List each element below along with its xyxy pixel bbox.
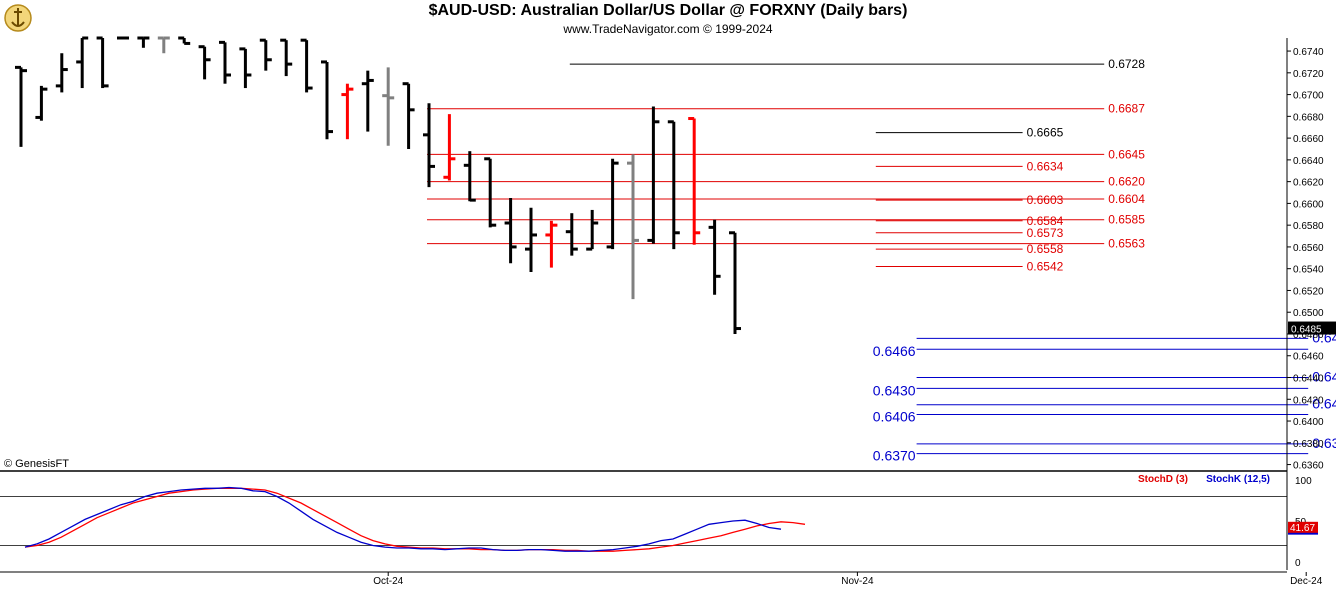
stoch-d-tag <box>1288 521 1318 533</box>
last-price-tag <box>1288 321 1336 335</box>
price-tick-label: 0.6660 <box>1293 134 1324 145</box>
price-tick-label: 0.6580 <box>1293 221 1324 232</box>
stoch-line-red <box>24 487 806 552</box>
price-tick-label: 0.6640 <box>1293 156 1324 167</box>
price-tick-label: 0.6460 <box>1293 352 1324 363</box>
price-tick-label: 0.6740 <box>1293 47 1324 58</box>
level-label-0.6573: 0.6573 <box>1027 226 1064 240</box>
ohlc-bar <box>484 157 497 228</box>
last-price-label: 0.6485 <box>1291 325 1322 336</box>
ohlc-bar <box>15 65 27 147</box>
price-panel: 0.6728 0.6687 0.6665 0.6645 0.6634 0.6620 0.66… <box>0 36 1336 472</box>
ohlc-bar <box>606 158 619 250</box>
level-label-0.6620: 0.6620 <box>1108 175 1145 189</box>
ohlc-bar <box>219 40 231 84</box>
ohlc-bar <box>586 209 599 251</box>
stoch-tick-label: 0 <box>1295 558 1301 569</box>
level-label-0.6585: 0.6585 <box>1108 213 1145 227</box>
price-tick-label: 0.6720 <box>1293 69 1324 80</box>
ohlc-bar <box>627 154 639 300</box>
price-tick-label: 0.6440 <box>1293 374 1324 385</box>
ohlc-bar <box>382 67 395 146</box>
price-tick-label: 0.6520 <box>1293 286 1324 297</box>
price-tick-label: 0.6500 <box>1293 308 1324 319</box>
ohlc-bar <box>341 83 354 140</box>
ohlc-bar <box>157 36 170 54</box>
price-tick-label: 0.6700 <box>1293 91 1324 102</box>
ohlc-bar <box>35 85 48 121</box>
price-tick-label: 0.6620 <box>1293 178 1324 189</box>
legend-stoch-d: StochD (3) <box>1138 474 1188 485</box>
ohlc-bar <box>443 114 456 181</box>
price-tick-label: 0.6400 <box>1293 417 1324 428</box>
ohlc-bar <box>55 53 68 93</box>
ohlc-bar <box>137 36 150 48</box>
level-label-0.6603: 0.6603 <box>1027 193 1064 207</box>
level-label-0.6379: 0.6379 <box>1312 435 1336 451</box>
chart-title: $AUD-USD: Australian Dollar/US Dollar @ … <box>428 2 908 19</box>
genesis-credit: © GenesisFT <box>4 458 69 470</box>
price-tick-label: 0.6560 <box>1293 243 1324 254</box>
x-tick-label: Dec-24 <box>1290 576 1323 587</box>
ohlc-bar <box>667 120 680 250</box>
level-label-0.6665: 0.6665 <box>1027 126 1064 140</box>
ohlc-bar <box>688 117 701 245</box>
level-label-0.6728: 0.6728 <box>1108 57 1145 71</box>
legend-stoch-k: StochK (12,5) <box>1206 474 1270 485</box>
ohlc-bar <box>259 38 272 71</box>
ohlc-bar <box>76 36 89 89</box>
ohlc-bar <box>361 70 374 132</box>
axes: 0.6740 0.6720 0.6700 0.6680 0.6660 0.6640 0.66… <box>0 38 1336 587</box>
ohlc-bar <box>647 106 660 244</box>
ohlc-bar <box>708 219 721 295</box>
level-label-0.6584: 0.6584 <box>1027 214 1064 228</box>
stoch-line-blue <box>24 486 782 552</box>
price-tick-label: 0.6540 <box>1293 265 1324 276</box>
ohlc-bar <box>280 38 293 77</box>
chart-subtitle: www.TradeNavigator.com © 1999-2024 <box>563 22 773 36</box>
ohlc-bar <box>239 47 252 89</box>
stochastic-panel: StochD (3) StochK (12,5) <box>0 474 1287 552</box>
price-tick-label: 0.6360 <box>1293 461 1324 472</box>
level-label-0.6558: 0.6558 <box>1027 242 1064 256</box>
ohlc-bar <box>463 151 476 202</box>
level-label-0.6604: 0.6604 <box>1108 192 1145 206</box>
price-tick-label: 0.6420 <box>1293 395 1324 406</box>
level-label-0.6542: 0.6542 <box>1027 260 1064 274</box>
level-label-0.6406: 0.6406 <box>873 409 916 425</box>
level-label-0.6440: 0.6440 <box>1312 369 1336 385</box>
ohlc-bar <box>504 197 517 264</box>
level-label-0.6370: 0.6370 <box>873 448 916 464</box>
price-tick-label: 0.6600 <box>1293 199 1324 210</box>
price-tick-label: 0.6380 <box>1293 439 1324 450</box>
trade-navigator-logo-icon <box>4 4 32 32</box>
ohlc-bar <box>198 45 211 80</box>
stoch-d-value: 41.67 <box>1290 523 1315 534</box>
ohlc-bar <box>178 36 191 45</box>
ohlc-bar <box>545 220 558 268</box>
x-tick-label: Oct-24 <box>373 576 403 587</box>
ohlc-bar <box>729 231 741 334</box>
x-tick-label: Nov-24 <box>841 576 874 587</box>
stoch-tick-label: 100 <box>1295 476 1312 487</box>
level-label-0.6430: 0.6430 <box>873 382 916 398</box>
price-tick-label: 0.6680 <box>1293 112 1324 123</box>
level-label-0.6634: 0.6634 <box>1027 159 1064 173</box>
ohlc-bar <box>300 38 313 93</box>
level-label-0.6466: 0.6466 <box>873 343 916 359</box>
level-label-0.6645: 0.6645 <box>1108 147 1145 161</box>
ohlc-bar <box>321 60 333 140</box>
ohlc-bar <box>565 213 578 256</box>
level-label-0.6415: 0.6415 <box>1312 396 1336 412</box>
ohlc-bar <box>402 82 415 149</box>
ohlc-bar <box>96 36 109 89</box>
ohlc-bar <box>423 103 435 188</box>
level-label-0.6687: 0.6687 <box>1108 102 1145 116</box>
price-tick-label: 0.6480 <box>1293 330 1324 341</box>
ohlc-bar <box>525 207 537 272</box>
level-label-0.6563: 0.6563 <box>1108 237 1145 251</box>
